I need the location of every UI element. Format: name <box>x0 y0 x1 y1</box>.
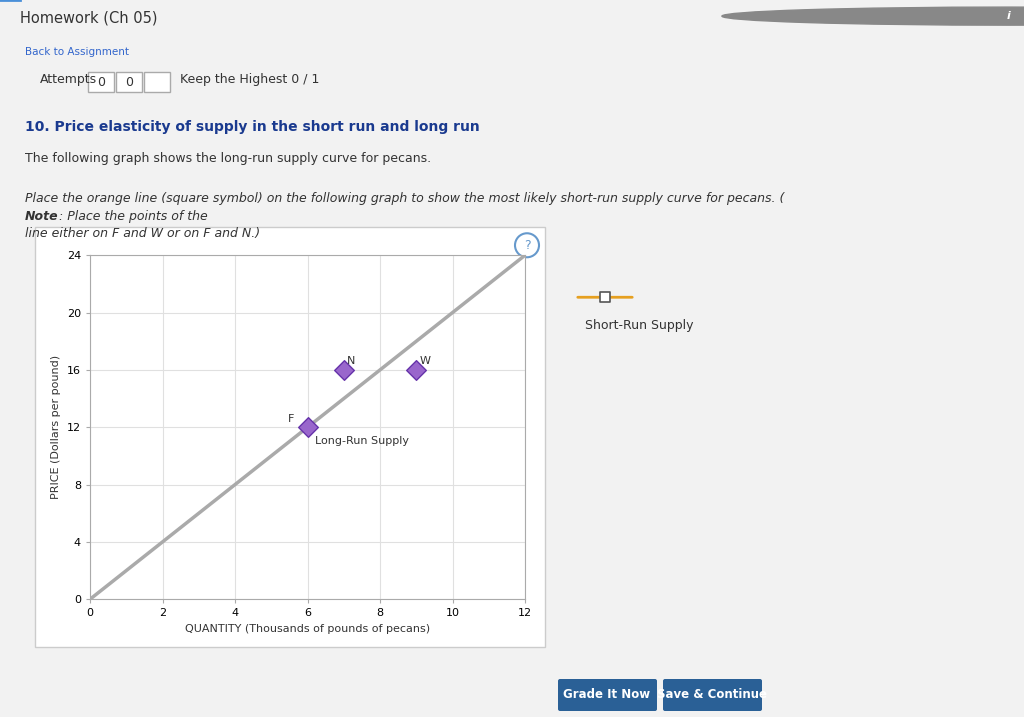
Text: Place the orange line (square symbol) on the following graph to show the most li: Place the orange line (square symbol) on… <box>25 192 784 205</box>
Text: Attempts: Attempts <box>40 72 97 86</box>
Circle shape <box>515 233 539 257</box>
Bar <box>35 227 545 647</box>
Y-axis label: PRICE (Dollars per pound): PRICE (Dollars per pound) <box>51 355 61 499</box>
Bar <box>116 72 142 92</box>
Text: line either on F and W or on F and N.): line either on F and W or on F and N.) <box>25 227 260 240</box>
Text: Keep the Highest 0 / 1: Keep the Highest 0 / 1 <box>180 72 319 86</box>
Text: ?: ? <box>523 239 530 252</box>
Text: i: i <box>1007 11 1011 21</box>
Text: N: N <box>347 356 355 366</box>
Text: Short-Run Supply: Short-Run Supply <box>585 319 693 332</box>
FancyBboxPatch shape <box>558 679 657 711</box>
X-axis label: QUANTITY (Thousands of pounds of pecans): QUANTITY (Thousands of pounds of pecans) <box>185 624 430 634</box>
Text: Note: Note <box>25 210 58 223</box>
Text: Save & Continue: Save & Continue <box>657 688 767 701</box>
Bar <box>88 72 114 92</box>
Text: Grade It Now: Grade It Now <box>563 688 650 701</box>
Point <box>408 364 424 376</box>
Point <box>299 422 315 433</box>
Point <box>597 292 613 303</box>
Text: The following graph shows the long-run supply curve for pecans.: The following graph shows the long-run s… <box>25 152 431 165</box>
Text: 0: 0 <box>97 76 105 89</box>
Text: : Place the points of the: : Place the points of the <box>59 210 208 223</box>
Text: Long-Run Supply: Long-Run Supply <box>314 437 409 447</box>
Text: Back to Assignment: Back to Assignment <box>25 47 129 57</box>
Text: W: W <box>420 356 431 366</box>
FancyBboxPatch shape <box>663 679 762 711</box>
Text: 0: 0 <box>125 76 133 89</box>
Text: 10. Price elasticity of supply in the short run and long run: 10. Price elasticity of supply in the sh… <box>25 120 480 134</box>
Point <box>336 364 352 376</box>
Bar <box>144 72 170 92</box>
Text: F: F <box>288 414 294 424</box>
Text: Homework (Ch 05): Homework (Ch 05) <box>20 10 158 25</box>
Circle shape <box>722 7 1024 25</box>
